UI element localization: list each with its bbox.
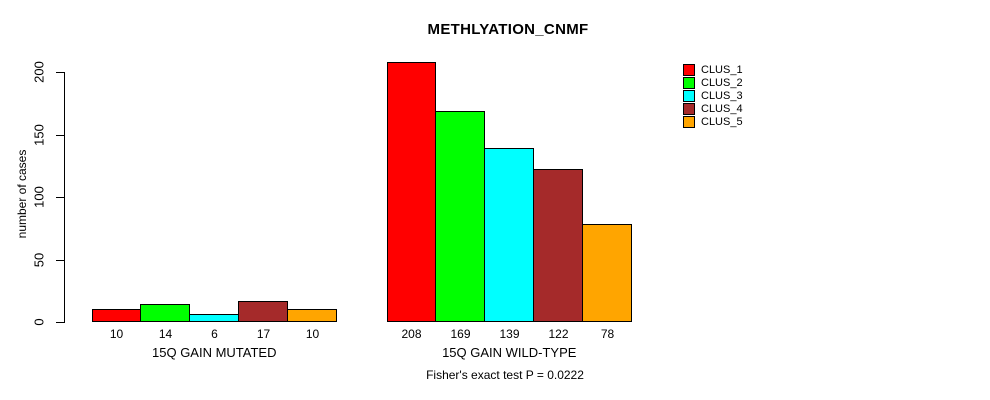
legend-swatch-clus_3 xyxy=(683,90,695,102)
legend-label-clus_4: CLUS_4 xyxy=(701,103,743,115)
y-tick-label: 200 xyxy=(31,61,47,83)
legend-swatch-clus_5 xyxy=(683,116,695,128)
bar-clus_2-wild-type xyxy=(435,111,485,322)
y-tick-mark xyxy=(56,197,64,198)
category-label-wild-type: 15Q GAIN WILD-TYPE xyxy=(442,345,577,360)
bar-clus_4-mutated xyxy=(238,301,288,322)
y-tick-label: 150 xyxy=(31,124,47,146)
chart-title: METHLYATION_CNMF xyxy=(427,21,589,38)
bar-clus_3-wild-type xyxy=(484,148,534,322)
bar-value-label: 10 xyxy=(305,327,320,341)
bar-clus_1-mutated xyxy=(92,309,141,322)
bar-clus_5-wild-type xyxy=(582,224,632,322)
category-label-mutated: 15Q GAIN MUTATED xyxy=(152,345,277,360)
bar-value-label: 78 xyxy=(600,327,615,341)
fisher-test-annotation: Fisher's exact test P = 0.0222 xyxy=(426,368,584,382)
y-tick-mark xyxy=(56,72,64,73)
bar-clus_5-mutated xyxy=(287,309,337,322)
legend-label-clus_2: CLUS_2 xyxy=(701,77,743,89)
legend-swatch-clus_1 xyxy=(683,64,695,76)
bar-clus_1-wild-type xyxy=(387,62,436,322)
y-axis-line xyxy=(64,72,65,323)
bar-clus_2-mutated xyxy=(140,304,190,322)
legend-swatch-clus_4 xyxy=(683,103,695,115)
y-tick-label: 100 xyxy=(31,186,47,208)
y-tick-mark xyxy=(56,260,64,261)
bar-clus_4-wild-type xyxy=(533,169,583,322)
legend-label-clus_1: CLUS_1 xyxy=(701,64,743,76)
bar-value-label: 6 xyxy=(211,327,218,341)
bar-value-label: 14 xyxy=(158,327,173,341)
bar-value-label: 169 xyxy=(450,327,471,341)
bar-value-label: 10 xyxy=(109,327,124,341)
bar-value-label: 122 xyxy=(548,327,569,341)
bar-clus_3-mutated xyxy=(189,314,239,322)
legend-label-clus_3: CLUS_3 xyxy=(701,90,743,102)
bar-value-label: 139 xyxy=(499,327,520,341)
y-tick-mark xyxy=(56,135,64,136)
y-tick-label: 0 xyxy=(31,318,47,326)
bar-value-label: 208 xyxy=(401,327,422,341)
y-tick-label: 50 xyxy=(31,252,47,268)
legend-swatch-clus_2 xyxy=(683,77,695,89)
legend-label-clus_5: CLUS_5 xyxy=(701,116,743,128)
bar-value-label: 17 xyxy=(256,327,271,341)
y-tick-mark xyxy=(56,322,64,323)
